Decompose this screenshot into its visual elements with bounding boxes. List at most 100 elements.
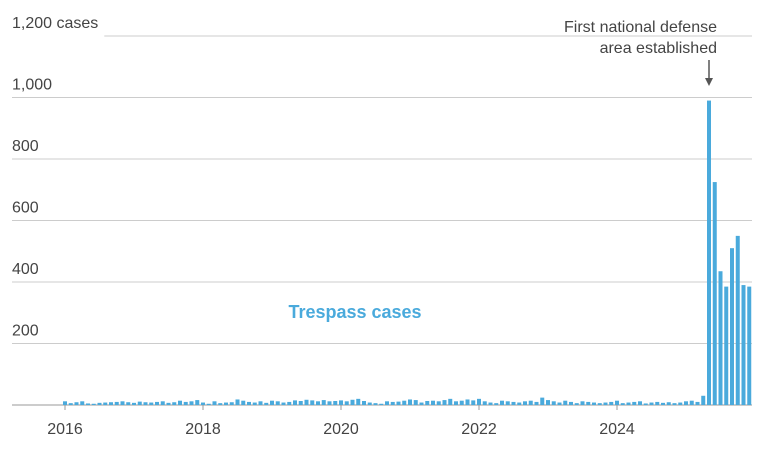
bar [603,402,608,405]
bar [488,402,493,405]
annotation: First national defense [564,19,717,36]
bar [91,403,96,405]
bar [270,400,274,405]
bar [592,402,596,405]
bar [356,398,361,405]
bar [477,398,481,405]
bar [103,402,108,405]
bar [609,401,614,405]
bar [247,401,251,405]
bar [626,402,631,405]
bar [684,401,688,405]
bar [74,402,79,405]
bar [339,400,343,405]
bar [505,401,510,405]
bar [540,397,545,405]
bar [718,271,723,405]
bar [471,400,476,405]
bar [298,401,303,405]
bar [258,401,263,405]
y-tick-label: 1,000 [12,77,52,94]
bar [534,401,539,405]
bar [735,235,740,405]
bar [201,402,205,405]
bar [390,401,395,405]
bar [385,401,389,405]
bar [373,403,378,405]
bar [132,402,136,405]
bar [448,398,453,405]
annotation-arrowhead [705,78,713,86]
bar [149,402,154,405]
bar [465,399,470,405]
bar [620,403,625,405]
annotation: area established [600,40,717,57]
bar [178,400,182,405]
bar [500,400,504,405]
bar [120,401,125,405]
bar [327,401,332,405]
bar [212,401,217,405]
y-tick-label: 400 [12,261,39,278]
bar [252,402,257,405]
bar [638,401,642,405]
bar [195,400,200,405]
bar [425,401,430,405]
bar [396,401,401,405]
bar [689,400,694,405]
bar [511,401,516,405]
x-tick-label: 2024 [599,421,635,438]
bar [275,401,280,405]
bar [166,402,171,405]
bar [137,401,142,405]
bar [344,401,349,405]
bar [316,401,320,405]
bar [707,100,711,405]
bar [218,403,223,405]
bar [235,399,240,405]
bar [517,402,522,405]
series-label: Trespass cases [288,302,421,322]
bar [293,400,297,405]
bar [724,286,729,405]
bar [229,402,234,405]
bar [310,400,315,405]
bar [350,399,355,405]
bar [701,395,706,405]
bar [419,402,424,405]
bar [615,400,619,405]
bar [672,403,677,405]
bar [747,286,752,405]
x-tick-label: 2018 [185,421,221,438]
bar [741,285,746,405]
x-tick-label: 2016 [47,421,83,438]
bar [712,182,717,405]
bar [454,401,458,405]
y-tick-label: 800 [12,138,39,155]
bar [643,403,648,405]
bar [109,402,113,405]
bar [655,401,660,405]
bar [114,401,119,405]
bar [241,400,246,405]
bar [546,400,550,405]
bar [333,401,338,405]
bar [551,401,556,405]
x-tick-label: 2022 [461,421,497,438]
bar [321,400,326,405]
bar [304,399,309,405]
bar [528,400,533,405]
bar [224,402,228,405]
bar [586,401,591,405]
bar [436,401,441,405]
bar [632,401,637,405]
bar [189,401,194,405]
y-tick-label: 600 [12,200,39,217]
bar [730,248,734,405]
bar [557,402,562,405]
bar [68,403,73,405]
bar [649,402,654,405]
bar [183,401,188,405]
bar [63,401,67,405]
